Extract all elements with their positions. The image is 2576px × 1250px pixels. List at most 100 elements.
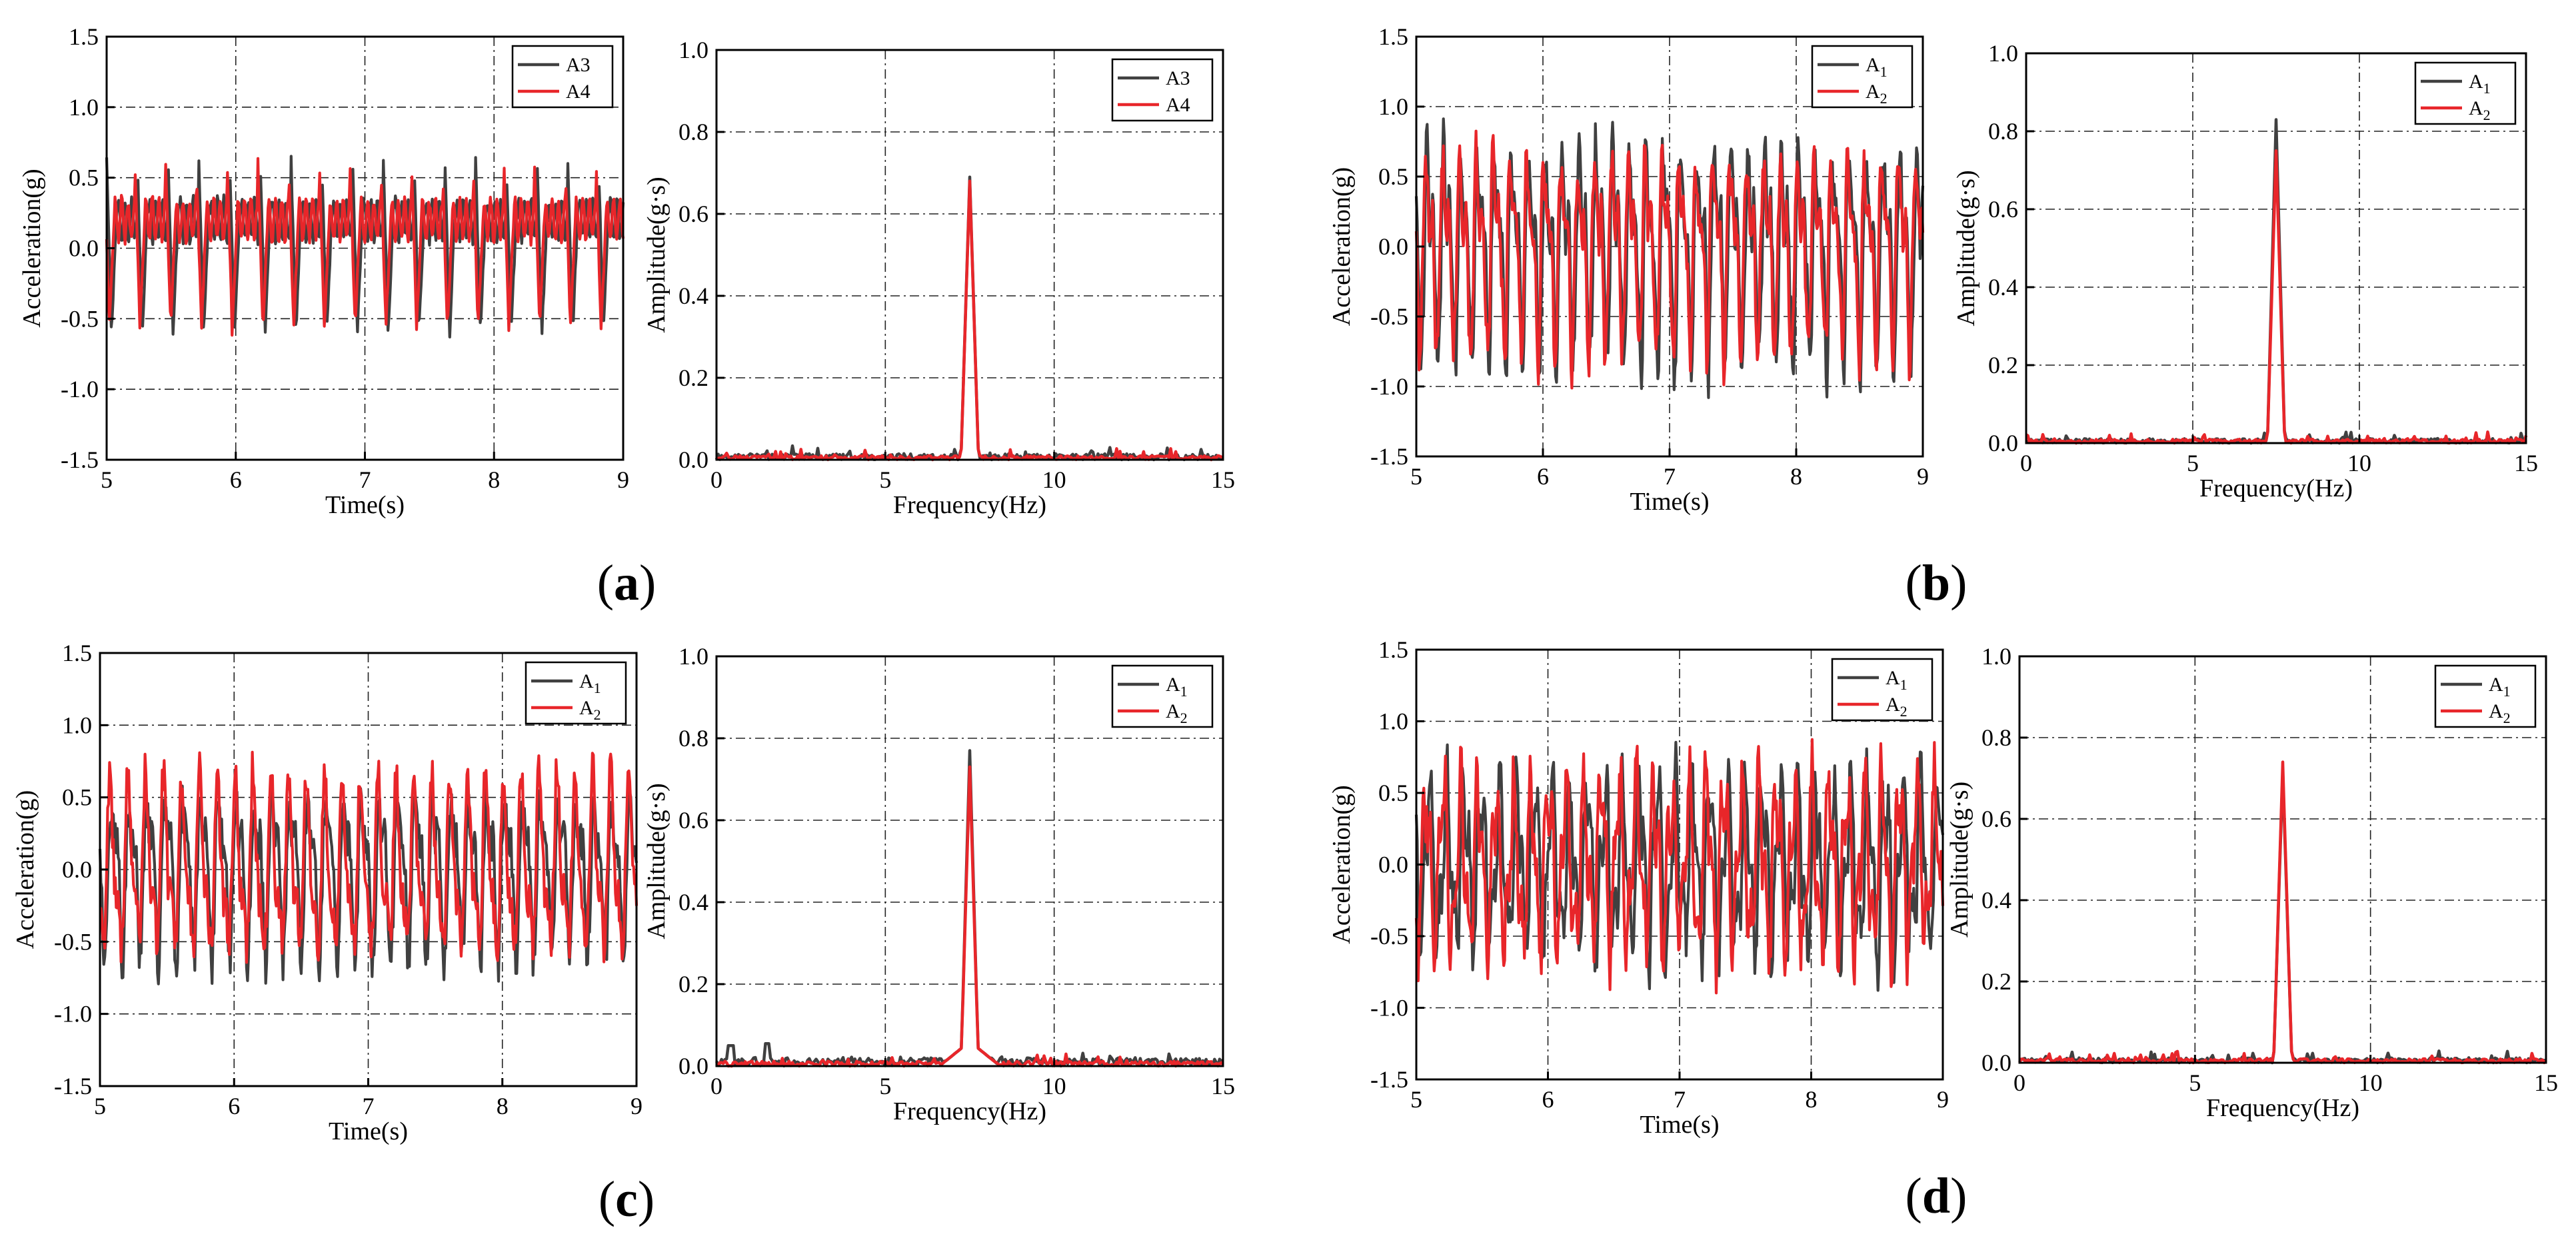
y-tick-label: -1.5 <box>1370 1066 1408 1093</box>
x-tick-label: 8 <box>1790 463 1802 490</box>
y-tick-label: 0.0 <box>678 1053 708 1079</box>
plot-frame <box>715 49 1224 461</box>
x-tick-label: 5 <box>1410 463 1422 490</box>
x-tick-label: 6 <box>1542 1086 1554 1113</box>
caption-close: ) <box>639 555 656 611</box>
legend-label-base: A <box>1866 81 1880 103</box>
legend-box <box>511 45 614 109</box>
legend-label: A1 <box>1866 54 1888 80</box>
x-tick-label: 8 <box>1806 1086 1818 1113</box>
legend-box <box>1111 58 1214 122</box>
legend-label-sub: 2 <box>2503 710 2511 726</box>
x-tick-label: 9 <box>1937 1086 1949 1113</box>
y-tick-label: 1.5 <box>1378 636 1408 663</box>
legend-label: A2 <box>2469 97 2491 123</box>
y-tick-label: 0.2 <box>678 971 708 997</box>
x-tick-label: 0 <box>710 1073 722 1099</box>
y-tick-label: 0.0 <box>1981 1049 2011 1076</box>
caption-close: ) <box>638 1171 654 1227</box>
x-tick-label: 10 <box>1042 466 1066 493</box>
legend-box <box>2414 61 2517 125</box>
freq-plot: 0 5 10 15 0.0 0.2 0.4 0.6 0.8 1.0 Frequency(Hz) Amp… <box>643 37 1235 519</box>
x-tick-label: 7 <box>359 466 371 493</box>
caption-open: ( <box>1906 1168 1922 1224</box>
time-plot: 5 6 7 8 9 -1.5 -1.0 -0.5 0.0 0.5 1.0 1.5 Time(s) Acce… <box>1328 636 1949 1139</box>
y-tick-label: 0.8 <box>1981 724 2011 751</box>
caption-letter: b <box>1922 555 1950 611</box>
y-tick-label: 0.4 <box>1988 274 2018 301</box>
legend-label: A2 <box>2489 700 2511 726</box>
x-tick-label: 7 <box>1674 1086 1686 1113</box>
y-tick-label: 0.2 <box>678 364 708 391</box>
time-plot: 5 6 7 8 9 -1.5 -1.0 -0.5 0.0 0.5 1.0 1.5 Time(s) Acce… <box>11 640 643 1145</box>
y-tick-label: 1.0 <box>678 37 708 63</box>
x-tick-label: 7 <box>1664 463 1676 490</box>
y-axis-label: Acceleration(g) <box>11 790 39 949</box>
y-tick-label: 0.6 <box>1988 196 2018 223</box>
y-tick-label: -1.0 <box>54 1001 92 1027</box>
series-line-A4 <box>105 157 625 337</box>
plot-frame <box>715 655 1224 1067</box>
x-tick-label: 9 <box>631 1093 643 1119</box>
panel-b: 5 6 7 8 9 -1.5 -1.0 -0.5 0.0 0.5 1.0 1.5 Time(s) Acce… <box>1328 23 2538 611</box>
time-plot: 5 6 7 8 9 -1.5 -1.0 -0.5 0.0 0.5 1.0 1.5 Time(s) Acce… <box>18 23 629 519</box>
series-line-A4 <box>716 179 1224 462</box>
series-line-A2 <box>2025 149 2528 445</box>
x-tick-label: 0 <box>2020 450 2032 476</box>
y-tick-label: 0.0 <box>1988 430 2018 456</box>
legend-label: A1 <box>2489 674 2511 700</box>
y-tick-label: 1.0 <box>1981 643 2011 670</box>
x-tick-label: 5 <box>1410 1086 1422 1113</box>
series-line-A1 <box>98 784 639 985</box>
legend-label-base: A <box>1866 54 1880 76</box>
x-tick-label: 6 <box>230 466 242 493</box>
legend-label-sub: 1 <box>2503 683 2511 700</box>
series-line-A2 <box>1414 129 1925 390</box>
x-axis-label: Frequency(Hz) <box>893 491 1046 519</box>
series-line-A3 <box>105 155 625 338</box>
y-tick-label: 0.0 <box>1378 852 1408 878</box>
legend-label-sub: 1 <box>1180 683 1188 700</box>
caption-open: ( <box>597 555 614 611</box>
y-tick-label: -1.0 <box>1370 373 1408 400</box>
y-tick-label: -1.5 <box>1370 443 1408 470</box>
x-axis-label: Time(s) <box>1640 1111 1720 1139</box>
y-tick-label: -1.5 <box>61 446 99 473</box>
y-tick-label: 1.5 <box>62 640 92 666</box>
legend-label-sub: 1 <box>1880 63 1888 80</box>
x-tick-label: 10 <box>2359 1069 2383 1096</box>
caption-close: ) <box>1950 555 1967 611</box>
series-line-A1 <box>2019 768 2547 1065</box>
legend-label: A1 <box>579 670 601 696</box>
legend-label-sub: 2 <box>1180 710 1188 726</box>
y-tick-label: 0.8 <box>678 725 708 752</box>
panel-c: 5 6 7 8 9 -1.5 -1.0 -0.5 0.0 0.5 1.0 1.5 Time(s) Acce… <box>11 640 1235 1227</box>
freq-plot: 0 5 10 15 0.0 0.2 0.4 0.6 0.8 1.0 Frequency(Hz) Amp… <box>1952 40 2538 502</box>
legend-label-base: A4 <box>1166 94 1190 116</box>
y-axis-label: Acceleration(g) <box>1328 167 1356 326</box>
legend-label-sub: 1 <box>1900 676 1908 693</box>
x-tick-label: 0 <box>2013 1069 2025 1096</box>
legend-label-base: A <box>579 697 594 719</box>
legend-box <box>1111 664 1214 728</box>
caption-open: ( <box>1906 555 1922 611</box>
legend-label-base: A <box>1166 700 1180 722</box>
y-axis-label: Amplitude(g·s) <box>1952 170 1980 326</box>
legend-box <box>1811 45 1914 109</box>
x-tick-label: 5 <box>2187 450 2199 476</box>
legend-label: A1 <box>2469 71 2491 97</box>
x-tick-label: 5 <box>94 1093 106 1119</box>
y-tick-label: 0.4 <box>678 889 708 916</box>
x-tick-label: 5 <box>879 1073 891 1099</box>
x-axis-label: Frequency(Hz) <box>893 1097 1046 1125</box>
x-tick-label: 8 <box>497 1093 509 1119</box>
y-tick-label: -0.5 <box>54 928 92 955</box>
legend-box <box>2434 664 2537 728</box>
